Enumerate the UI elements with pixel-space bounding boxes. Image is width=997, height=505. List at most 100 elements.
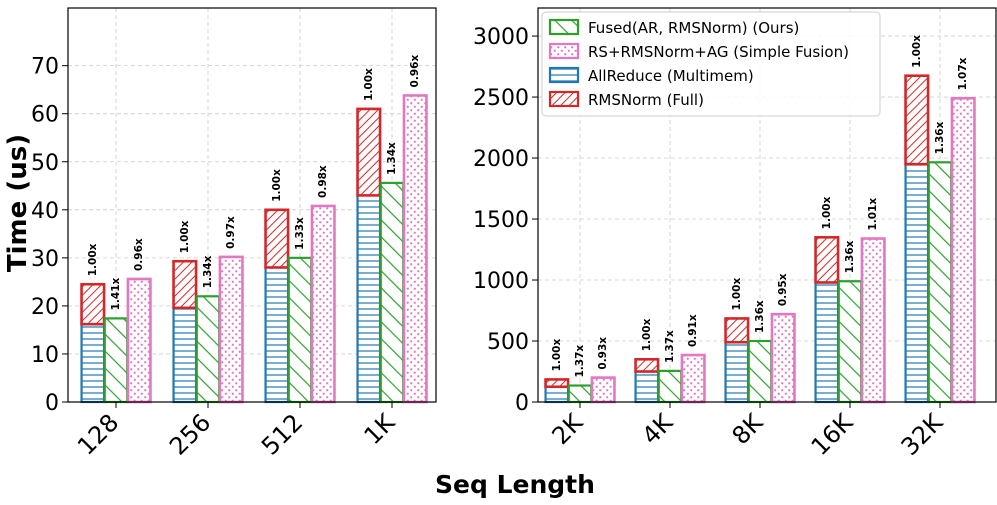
x-tick-label: 128: [72, 408, 124, 460]
x-tick-label: 32K: [896, 408, 949, 461]
legend-label-rmsnorm: RMSNorm (Full): [588, 91, 704, 109]
y-tick-label: 2500: [473, 86, 529, 111]
y-tick-label: 70: [31, 55, 59, 80]
bar-simple: [402, 94, 428, 404]
y-tick-label: 0: [515, 391, 529, 416]
bar-fused: [195, 295, 221, 404]
speedup-label: 0.96x: [133, 238, 145, 271]
speedup-label: 1.00x: [271, 169, 283, 202]
bar-group-32k: 1.00x 1.36x 1.07x 32K: [896, 35, 976, 461]
y-axis: 0 10 20 30 40 50 60 70: [31, 55, 68, 416]
bar-simple: [126, 277, 152, 404]
speedup-label: 1.00x: [641, 318, 653, 351]
speedup-label: 1.34x: [202, 255, 214, 288]
bar-rmsnorm: [80, 282, 106, 326]
y-tick-label: 60: [31, 103, 59, 128]
y-tick-label: 0: [45, 391, 59, 416]
bar-group-8k: 1.00x 1.36x 0.95x 8K: [724, 273, 796, 451]
bar-simple: [680, 353, 706, 404]
speedup-label: 0.91x: [687, 314, 699, 347]
bar-rmsnorm: [264, 208, 290, 269]
x-tick-label: 16K: [806, 408, 859, 461]
bar-rmsnorm: [172, 259, 198, 310]
bar-group-128: 1.00x 1.41x 0.96x 128: [72, 238, 152, 461]
bar-fused: [927, 161, 953, 404]
y-tick-label: 40: [31, 199, 59, 224]
y-tick-label: 500: [487, 330, 529, 355]
bar-allreduce: [904, 163, 930, 404]
bar-group-256: 1.00x 1.34x 0.97x 256: [164, 216, 244, 461]
bar-fused: [657, 369, 683, 404]
speedup-label: 1.36x: [844, 240, 856, 273]
bar-fused: [567, 384, 593, 404]
bar-allreduce: [172, 306, 198, 404]
speedup-label: 1.37x: [574, 345, 586, 378]
bar-group-4k: 1.00x 1.37x 0.91x 4K: [634, 314, 706, 451]
bar-fused: [837, 280, 863, 404]
legend-swatch-fused: [548, 18, 580, 36]
speedup-label: 1.01x: [867, 198, 879, 231]
y-tick-label: 50: [31, 151, 59, 176]
bar-allreduce: [356, 194, 382, 404]
bar-rmsnorm: [356, 107, 382, 197]
bar-rmsnorm: [904, 74, 930, 166]
bar-simple: [590, 376, 616, 404]
bar-rmsnorm: [634, 358, 660, 373]
bar-fused: [103, 317, 129, 404]
speedup-label: 0.96x: [409, 55, 421, 88]
bar-simple: [950, 96, 976, 404]
plot-frame: [537, 7, 997, 403]
bar-simple: [310, 204, 336, 404]
y-tick-label: 1000: [473, 269, 529, 294]
x-tick-label: 2K: [547, 408, 590, 451]
y-tick-label: 2000: [473, 147, 529, 172]
y-axis-title: Time (us): [3, 134, 33, 272]
bar-allreduce: [724, 341, 750, 404]
legend-swatch-allreduce: [548, 66, 580, 84]
speedup-label: 1.00x: [87, 243, 99, 276]
bar-fused: [379, 181, 405, 404]
y-tick-label: 20: [31, 295, 59, 320]
legend-label-simple: RS+RMSNorm+AG (Simple Fusion): [588, 43, 849, 61]
bar-group-512: 1.00x 1.33x 0.98x 512: [256, 165, 336, 461]
bar-fused: [287, 256, 313, 404]
y-axis: 0 500 1000 1500 2000 2500 3000: [473, 25, 538, 416]
speedup-label: 1.00x: [731, 278, 743, 311]
speedup-label: 1.36x: [754, 300, 766, 333]
speedup-label: 1.07x: [957, 57, 969, 90]
x-tick-label: 4K: [637, 408, 680, 451]
bar-allreduce: [634, 370, 660, 404]
legend-label-allreduce: AllReduce (Multimem): [588, 67, 754, 85]
speedup-label: 0.95x: [777, 273, 789, 306]
bar-allreduce: [544, 385, 570, 404]
speedup-label: 1.34x: [386, 142, 398, 175]
x-tick-label: 8K: [727, 408, 770, 451]
bar-fused: [747, 339, 773, 404]
speedup-label: 1.00x: [363, 68, 375, 101]
speedup-label: 0.97x: [225, 216, 237, 249]
speedup-label: 1.00x: [821, 196, 833, 229]
legend-label-fused: Fused(AR, RMSNorm) (Ours): [588, 19, 799, 37]
speedup-label: 1.00x: [551, 339, 563, 372]
left-panel: 1.00x1.41x0.96x1281.00x1.34x0.97x2561.00…: [31, 7, 437, 461]
y-tick-label: 1500: [473, 208, 529, 233]
y-tick-label: 10: [31, 343, 59, 368]
bar-simple: [770, 312, 796, 404]
speedup-label: 1.37x: [664, 330, 676, 363]
bar-group-2k: 1.00x 1.37x 0.93x 2K: [544, 337, 616, 451]
bar-group-16k: 1.00x 1.36x 1.01x 16K: [806, 196, 886, 461]
speedup-label: 1.33x: [294, 217, 306, 250]
legend: Fused(AR, RMSNorm) (Ours) RS+RMSNorm+AG (…: [541, 11, 881, 117]
bar-rmsnorm: [544, 378, 570, 389]
legend-swatch-simple: [548, 42, 580, 60]
y-tick-label: 30: [31, 247, 59, 272]
bar-rmsnorm: [814, 236, 840, 284]
legend-swatch-rmsnorm: [548, 90, 580, 108]
x-axis-title: Seq Length: [435, 470, 595, 499]
bar-simple: [218, 255, 244, 404]
speedup-label: 1.00x: [179, 220, 191, 253]
speedup-label: 0.98x: [317, 165, 329, 198]
x-tick-label: 512: [256, 408, 308, 460]
speedup-label: 0.93x: [597, 337, 609, 370]
